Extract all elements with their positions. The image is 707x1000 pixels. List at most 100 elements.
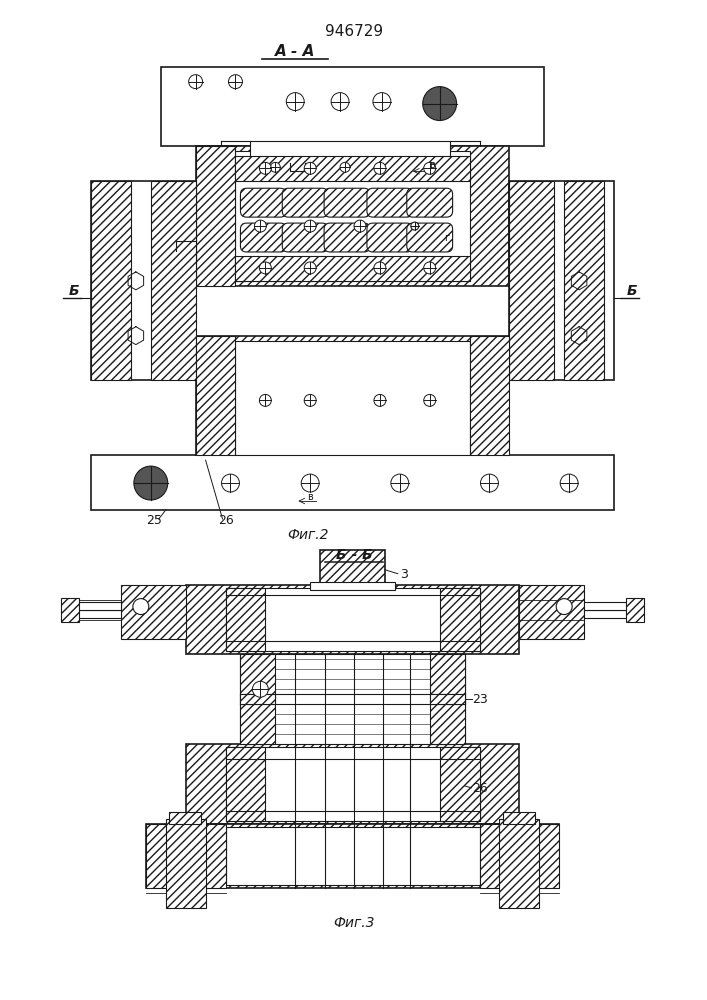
Circle shape bbox=[255, 220, 267, 232]
Circle shape bbox=[189, 75, 203, 89]
Bar bbox=[509, 181, 614, 380]
Text: 26: 26 bbox=[218, 514, 233, 527]
Bar bbox=[226, 747, 479, 821]
Bar bbox=[146, 824, 226, 888]
Text: А - А: А - А bbox=[275, 44, 315, 59]
Bar bbox=[235, 256, 469, 281]
Text: Фиг.2: Фиг.2 bbox=[288, 528, 329, 542]
Bar bbox=[564, 181, 604, 380]
Bar bbox=[186, 585, 520, 654]
Bar bbox=[146, 824, 559, 888]
Circle shape bbox=[221, 474, 240, 492]
FancyBboxPatch shape bbox=[240, 223, 286, 252]
Text: 946729: 946729 bbox=[325, 24, 383, 39]
Text: в: в bbox=[308, 492, 313, 502]
Bar bbox=[91, 181, 196, 380]
Circle shape bbox=[331, 93, 349, 111]
Circle shape bbox=[259, 262, 271, 274]
Bar bbox=[240, 654, 275, 744]
Circle shape bbox=[259, 394, 271, 406]
Bar bbox=[91, 181, 131, 380]
Bar bbox=[169, 812, 201, 824]
Text: Б - Б: Б - Б bbox=[336, 548, 373, 562]
FancyBboxPatch shape bbox=[240, 188, 286, 217]
Bar bbox=[430, 694, 464, 704]
Bar bbox=[430, 654, 464, 744]
Circle shape bbox=[374, 162, 386, 174]
Bar bbox=[584, 602, 634, 610]
Bar bbox=[250, 141, 450, 179]
Bar bbox=[226, 588, 479, 651]
Bar bbox=[235, 151, 469, 281]
Circle shape bbox=[270, 162, 280, 172]
Bar bbox=[91, 455, 614, 510]
Circle shape bbox=[556, 599, 572, 615]
Circle shape bbox=[304, 262, 316, 274]
Circle shape bbox=[134, 466, 168, 500]
Bar bbox=[196, 336, 235, 455]
Circle shape bbox=[423, 162, 436, 174]
Text: Б: Б bbox=[69, 284, 79, 298]
Bar bbox=[320, 550, 385, 585]
Bar bbox=[196, 146, 235, 286]
Circle shape bbox=[340, 162, 350, 172]
FancyBboxPatch shape bbox=[324, 223, 370, 252]
Bar bbox=[160, 67, 544, 146]
Circle shape bbox=[252, 681, 269, 697]
Bar bbox=[226, 827, 479, 885]
Circle shape bbox=[228, 75, 243, 89]
Bar bbox=[240, 694, 275, 704]
Circle shape bbox=[560, 474, 578, 492]
Bar bbox=[440, 747, 479, 821]
FancyBboxPatch shape bbox=[282, 188, 328, 217]
Circle shape bbox=[374, 394, 386, 406]
Bar bbox=[121, 585, 186, 639]
Circle shape bbox=[423, 394, 436, 406]
FancyBboxPatch shape bbox=[282, 223, 328, 252]
FancyBboxPatch shape bbox=[324, 188, 370, 217]
Bar bbox=[71, 602, 121, 610]
Bar bbox=[196, 146, 509, 286]
Bar bbox=[151, 181, 196, 380]
Circle shape bbox=[373, 93, 391, 111]
Bar bbox=[235, 341, 469, 455]
Bar bbox=[503, 812, 535, 824]
Bar bbox=[226, 747, 265, 821]
Text: г: г bbox=[444, 233, 449, 243]
Text: 3: 3 bbox=[400, 568, 408, 581]
Bar bbox=[196, 336, 509, 455]
FancyBboxPatch shape bbox=[407, 223, 452, 252]
FancyBboxPatch shape bbox=[367, 223, 413, 252]
Circle shape bbox=[304, 220, 316, 232]
Bar bbox=[186, 744, 520, 824]
Bar bbox=[440, 588, 479, 651]
Circle shape bbox=[133, 599, 148, 615]
Circle shape bbox=[481, 474, 498, 492]
Circle shape bbox=[304, 162, 316, 174]
Bar bbox=[310, 582, 395, 590]
Text: 23: 23 bbox=[472, 693, 489, 706]
Bar bbox=[165, 819, 206, 908]
Bar bbox=[499, 819, 539, 908]
Bar bbox=[61, 598, 79, 622]
Bar bbox=[584, 610, 634, 618]
Circle shape bbox=[411, 222, 419, 230]
Bar bbox=[509, 181, 554, 380]
Text: Фиг.3: Фиг.3 bbox=[333, 916, 375, 930]
Circle shape bbox=[304, 394, 316, 406]
Bar bbox=[469, 336, 509, 455]
Bar bbox=[479, 824, 559, 888]
Text: 25: 25 bbox=[146, 514, 162, 527]
Circle shape bbox=[259, 162, 271, 174]
Bar bbox=[626, 598, 644, 622]
FancyBboxPatch shape bbox=[367, 188, 413, 217]
Circle shape bbox=[423, 87, 457, 120]
Bar bbox=[226, 588, 265, 651]
Text: в: в bbox=[429, 160, 435, 170]
Circle shape bbox=[354, 220, 366, 232]
Text: 26: 26 bbox=[472, 782, 489, 795]
Bar bbox=[71, 610, 121, 618]
Circle shape bbox=[423, 262, 436, 274]
Circle shape bbox=[391, 474, 409, 492]
Circle shape bbox=[286, 93, 304, 111]
